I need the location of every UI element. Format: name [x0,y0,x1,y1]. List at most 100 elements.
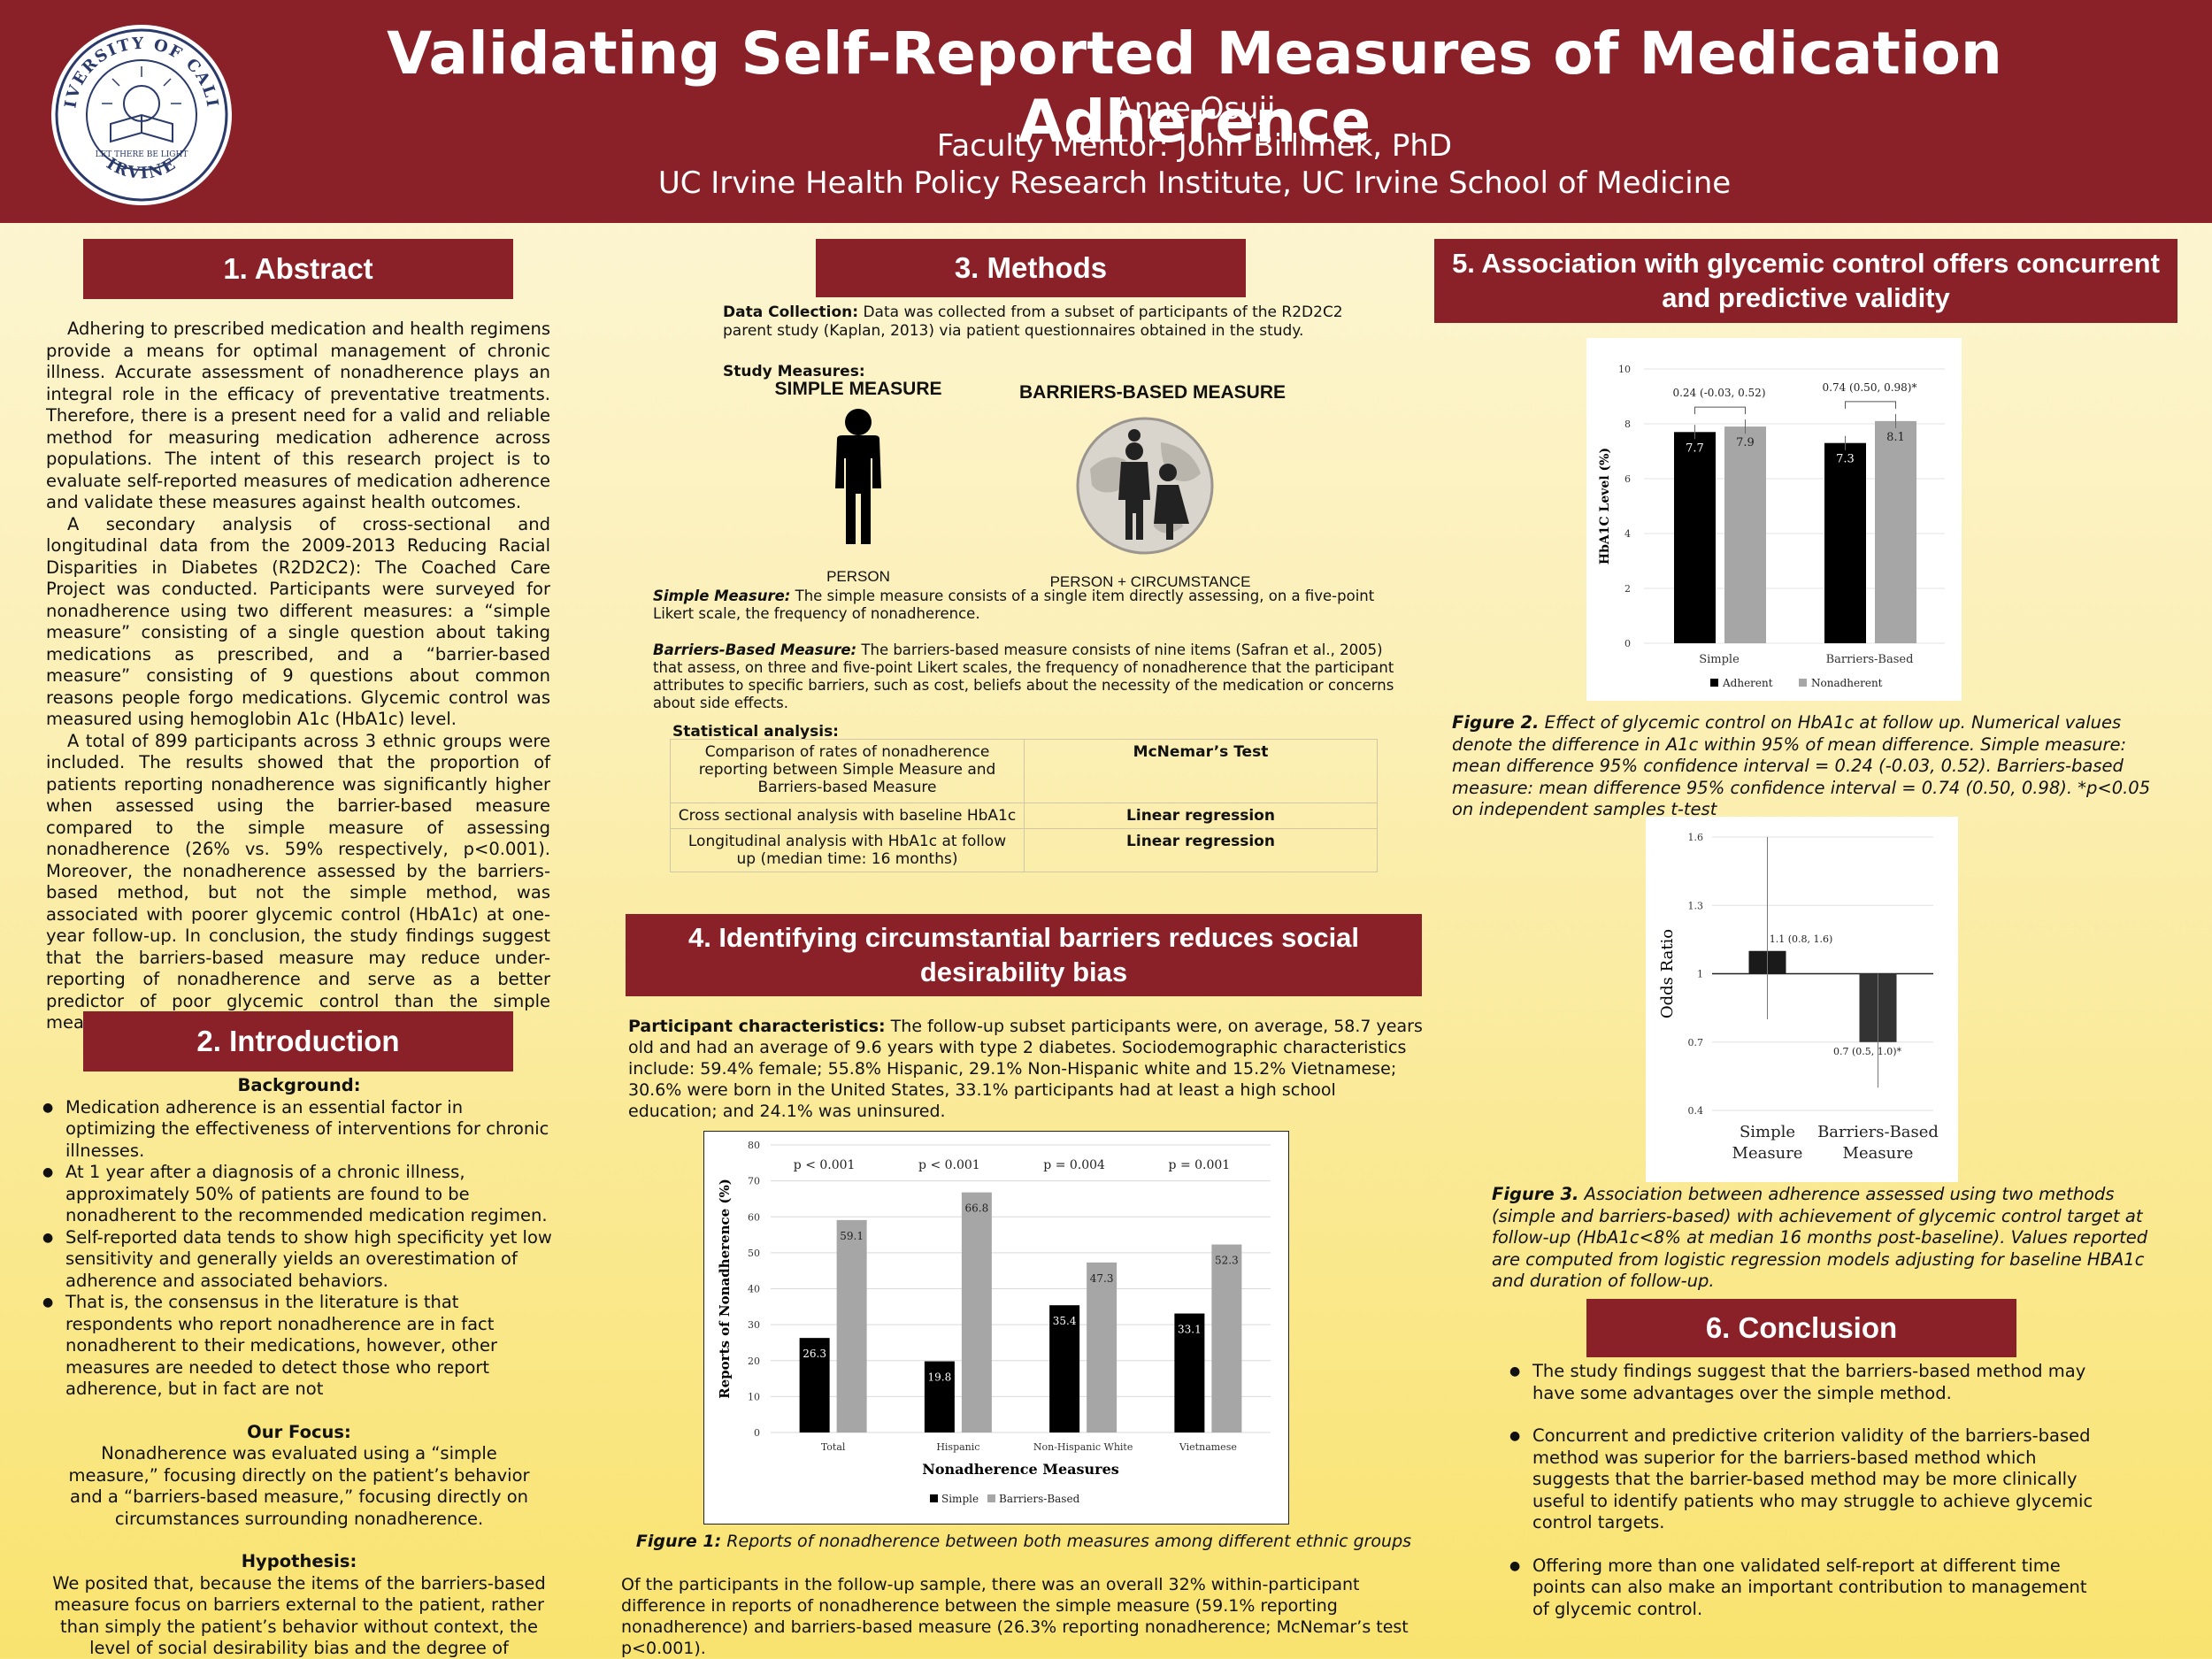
bar [924,1361,955,1432]
barriers-measure-title: BARRIERS-BASED MEASURE [1018,382,1286,403]
y-tick-label: 10 [748,1391,760,1402]
figure1-caption: Figure 1: Reports of nonadherence betwee… [626,1531,1422,1553]
table-cell: Longitudinal analysis with HbA1c at foll… [670,828,1025,872]
bar [961,1192,992,1432]
data-label: 8.1 [1886,431,1905,444]
simple-measure-label: Simple Measure: [653,588,791,604]
table-row: Cross sectional analysis with baseline H… [670,803,1378,829]
abstract-paragraph: Adhering to prescribed medication and he… [46,319,550,512]
table-cell: Cross sectional analysis with baseline H… [670,803,1025,829]
list-item: Self-reported data tends to show high sp… [42,1227,556,1293]
y-tick-label: 20 [748,1356,760,1367]
list-item: That is, the consensus in the literature… [42,1292,556,1401]
list-item: Offering more than one validated self-re… [1509,1555,2093,1621]
comparison-bracket [1845,401,1896,409]
bar [1174,1313,1205,1432]
section4-heading: 4. Identifying circumstantial barriers r… [626,914,1422,996]
figure3-text: Association between adherence assessed u… [1492,1184,2148,1291]
y-tick-label: 30 [748,1319,760,1331]
participant-text: The follow-up subset participants were, … [628,1017,1423,1121]
x-tick-label: Barriers-Based [1817,1123,1939,1141]
y-tick-label: 1.6 [1688,832,1704,843]
y-tick-label: 2 [1624,583,1631,595]
figure3-caption: Figure 3. Association between adherence … [1492,1184,2173,1293]
y-tick-label: 1 [1697,969,1703,980]
figure1-label: Figure 1: [635,1532,722,1551]
bar [1824,442,1866,643]
difference-annotation: 0.74 (0.50, 0.98)* [1823,381,1917,394]
y-tick-label: 8 [1624,419,1631,430]
x-tick-label: Barriers-Based [1826,653,1914,666]
y-tick-label: 0 [1624,638,1631,649]
y-tick-label: 4 [1624,528,1631,540]
uc-irvine-seal-logo: THE UNIVERSITY OF CALIFORNIA IRVINE LET … [49,22,232,205]
conclusion-heading: 6. Conclusion [1586,1299,2016,1357]
legend-swatch [930,1494,938,1502]
table-row: Longitudinal analysis with HbA1c at foll… [670,828,1378,872]
data-collection: Data Collection: Data was collected from… [723,303,1395,341]
abstract-body: Adhering to prescribed medication and he… [46,319,550,1034]
focus-text: Nonadherence was evaluated using a “simp… [68,1443,530,1529]
statistical-analysis-label: Statistical analysis: [672,723,839,741]
bar [1087,1262,1118,1432]
barriers-measure-label: Barriers-Based Measure: [653,641,857,658]
data-label: 0.7 (0.5, 1.0)* [1833,1046,1902,1057]
data-label: 26.3 [803,1348,826,1360]
person-caption: PERSON [826,568,890,585]
institution: UC Irvine Health Policy Research Institu… [657,165,1732,201]
simple-measure-description: Simple Measure: The simple measure consi… [653,588,1401,623]
list-item: At 1 year after a diagnosis of a chronic… [42,1162,556,1227]
p-value-annotation: p = 0.001 [1169,1158,1231,1172]
data-collection-text: Data was collected from a subset of part… [723,303,1343,340]
x-tick-label: Simple [1740,1123,1795,1141]
poster-header: THE UNIVERSITY OF CALIFORNIA IRVINE LET … [0,0,2212,223]
legend-swatch [987,1494,995,1502]
x-tick-label: Measure [1732,1144,1803,1163]
legend-label: Barriers-Based [999,1493,1080,1505]
figure2-text: Effect of glycemic control on HbA1c at f… [1452,712,2151,819]
data-label: 7.3 [1836,453,1855,466]
legend-label: Nonadherent [1811,677,1883,689]
bar [1875,420,1916,643]
x-axis-label: Nonadherence Measures [922,1461,1119,1478]
bar [1724,426,1766,643]
y-tick-label: 50 [748,1248,760,1259]
table-cell: Comparison of rates of nonadherence repo… [670,739,1025,803]
y-axis-label: Odds Ratio [1658,929,1677,1018]
legend-swatch [1710,679,1718,687]
data-label: 52.3 [1215,1255,1239,1267]
comparison-bracket [1694,406,1746,415]
y-axis-label: Reports of Nonadherence (%) [717,1179,733,1399]
author-name: Anne Osuji [1113,91,1276,127]
y-tick-label: 60 [748,1211,760,1223]
hypothesis-label: Hypothesis: [241,1551,357,1571]
focus-label: Our Focus: [247,1421,351,1442]
x-tick-label: Vietnamese [1179,1441,1237,1453]
faculty-mentor: Faculty Mentor: John Billimek, PhD [936,128,1453,164]
study-measures-label: Study Measures: [723,363,865,380]
data-label: 33.1 [1178,1324,1202,1336]
x-tick-label: Measure [1843,1144,1914,1163]
data-label: 59.1 [840,1230,864,1242]
person-circumstance-caption: PERSON + CIRCUMSTANCE [1049,573,1251,590]
svg-text:LET THERE BE LIGHT: LET THERE BE LIGHT [96,150,188,159]
x-tick-label: Simple [1699,653,1740,666]
abstract-paragraph: A total of 899 participants across 3 eth… [46,730,550,1033]
x-tick-label: Total [821,1441,846,1453]
legend-label: Adherent [1722,677,1773,689]
data-label: 35.4 [1053,1315,1077,1327]
conclusion-list: The study findings suggest that the barr… [1509,1361,2093,1620]
y-tick-label: 0 [754,1427,760,1439]
data-label: 66.8 [965,1202,989,1215]
figure2-bar-chart: 0 2 4 6 8 10 7.7 7.9 0.24 (-0.03, 0.52) Simple 7.3… [1598,364,1945,689]
simple-measure-title: SIMPLE MEASURE [774,379,942,399]
globe-family-icon [1076,417,1214,555]
statistical-analysis-table: Comparison of rates of nonadherence repo… [670,739,1378,872]
data-label: 7.7 [1686,442,1704,455]
legend-swatch [1799,679,1807,687]
abstract-paragraph: A secondary analysis of cross-sectional … [46,513,550,730]
section5-heading: 5. Association with glycemic control off… [1434,239,2177,323]
figure3-odds-ratio-chart: 0.4 0.7 1 1.3 1.6 1.1 (0.8, 1.6) Simple Measure… [1658,832,1939,1163]
background-label: Background: [237,1075,361,1095]
difference-annotation: 0.24 (-0.03, 0.52) [1672,387,1765,399]
